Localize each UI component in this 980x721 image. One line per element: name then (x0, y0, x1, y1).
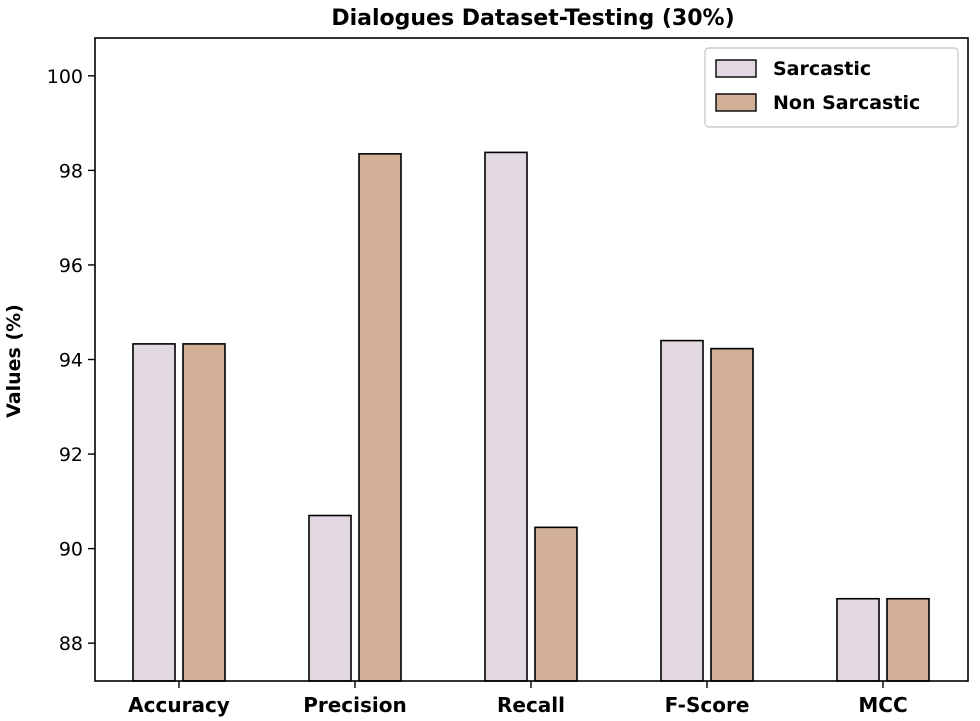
x-tick-label-accuracy: Accuracy (128, 693, 230, 717)
legend: Sarcastic Non Sarcastic (704, 47, 959, 128)
bar-sarcastic-f-score (660, 339, 704, 682)
bar-sarcastic-mcc (836, 597, 880, 682)
bar-non-sarcastic-accuracy (182, 343, 226, 682)
bar-non-sarcastic-mcc (886, 597, 930, 682)
bar-non-sarcastic-recall (534, 526, 578, 682)
bar-sarcastic-precision (308, 514, 352, 682)
bar-sarcastic-recall (484, 151, 528, 682)
plot-frame (94, 37, 969, 682)
bar-sarcastic-accuracy (132, 343, 176, 682)
legend-swatch-sarcastic (715, 59, 757, 78)
y-tick-label: 94 (59, 350, 83, 372)
y-tick-label: 98 (59, 160, 83, 182)
bar-non-sarcastic-precision (358, 153, 402, 682)
x-tick-label-mcc: MCC (858, 693, 907, 717)
x-tick-label-precision: Precision (303, 693, 407, 717)
x-tick-labels-group: Accuracy Precision Recall F-Score MCC (128, 681, 908, 717)
legend-swatch-non-sarcastic (715, 93, 757, 112)
legend-label-sarcastic: Sarcastic (773, 58, 871, 80)
x-tick-label-recall: Recall (497, 693, 565, 717)
chart-title: Dialogues Dataset-Testing (30%) (331, 6, 734, 31)
x-tick-label-f-score: F-Score (665, 693, 750, 717)
y-tick-label: 100 (47, 66, 83, 88)
legend-box (704, 47, 959, 128)
y-axis-label: Values (%) (3, 304, 25, 418)
legend-label-non-sarcastic: Non Sarcastic (773, 92, 920, 114)
y-tick-label: 90 (59, 539, 83, 561)
y-tick-label: 88 (59, 633, 83, 655)
bar-non-sarcastic-f-score (710, 347, 754, 682)
y-tick-label: 92 (59, 444, 83, 466)
bars-group (132, 151, 930, 682)
y-tick-label: 96 (59, 255, 83, 277)
y-ticks-group: 88 90 92 94 96 98 100 (47, 66, 95, 655)
